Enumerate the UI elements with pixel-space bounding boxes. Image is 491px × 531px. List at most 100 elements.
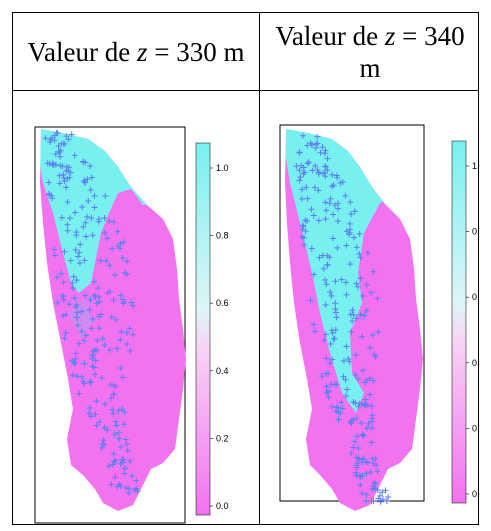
- sample-marker: [379, 489, 386, 496]
- sample-marker: [293, 163, 300, 170]
- sample-marker: [110, 218, 117, 225]
- sample-marker: [84, 176, 91, 183]
- sample-marker: [352, 469, 359, 476]
- sample-marker: [101, 341, 108, 348]
- sample-marker: [351, 208, 358, 215]
- colorbar-340: 1.0 0.8 0.6 0.4 0.2 0.0: [451, 140, 485, 504]
- sample-marker: [66, 215, 73, 222]
- sample-marker: [365, 420, 372, 427]
- sample-marker: [115, 429, 122, 436]
- sample-marker: [116, 245, 123, 252]
- sample-marker: [106, 218, 113, 225]
- colorbar-tick-label: 0.8: [472, 227, 480, 237]
- sample-marker: [370, 498, 377, 505]
- sample-marker: [123, 485, 130, 492]
- sample-marker: [93, 422, 100, 429]
- sample-marker: [91, 204, 98, 211]
- sample-marker: [109, 406, 116, 413]
- sample-marker: [382, 487, 389, 494]
- colorbar-tick-label: 1.0: [472, 161, 480, 171]
- sample-marker: [331, 381, 338, 388]
- sample-marker: [82, 292, 89, 299]
- sample-marker: [322, 301, 329, 308]
- sample-marker: [74, 373, 81, 380]
- sample-marker: [339, 179, 346, 186]
- sample-marker: [327, 340, 334, 347]
- sample-markers-330: [42, 130, 141, 496]
- sample-marker: [344, 386, 351, 393]
- sample-marker: [347, 261, 354, 268]
- sample-marker: [319, 144, 326, 151]
- sample-marker: [118, 328, 125, 335]
- colorbar-tick-label: 0.6: [472, 292, 480, 302]
- sample-marker: [56, 180, 63, 187]
- sample-marker: [108, 395, 115, 402]
- sample-marker: [297, 174, 304, 181]
- sample-marker: [321, 150, 328, 157]
- sample-marker: [322, 173, 329, 180]
- sample-marker: [302, 228, 309, 235]
- sample-marker: [123, 258, 130, 265]
- sample-marker: [95, 218, 102, 225]
- sample-marker: [124, 340, 131, 347]
- sample-marker: [42, 135, 49, 142]
- sample-marker: [100, 437, 107, 444]
- header-cell-340: Valeur de z = 340 m: [275, 21, 465, 83]
- sample-marker: [322, 331, 329, 338]
- sample-marker: [315, 217, 322, 224]
- sample-marker: [357, 254, 364, 261]
- sample-marker: [353, 454, 360, 461]
- sample-marker: [112, 316, 119, 323]
- sample-marker: [309, 167, 316, 174]
- sample-marker: [87, 296, 94, 303]
- sample-marker: [363, 470, 370, 477]
- sample-marker: [329, 235, 336, 242]
- sample-marker: [91, 192, 98, 199]
- sample-marker: [347, 311, 354, 318]
- sample-marker: [369, 332, 376, 339]
- sample-marker: [111, 271, 118, 278]
- sample-marker: [133, 477, 140, 484]
- sample-marker: [123, 329, 130, 336]
- sample-marker: [75, 322, 82, 329]
- sample-marker: [343, 228, 350, 235]
- sample-marker: [335, 404, 342, 411]
- sample-marker: [79, 204, 86, 211]
- sample-marker: [353, 280, 360, 287]
- sample-marker: [383, 498, 390, 505]
- sample-marker: [330, 211, 337, 218]
- sample-marker: [59, 312, 66, 319]
- sample-marker: [300, 223, 307, 230]
- sample-marker: [322, 147, 329, 154]
- colorbar-tick-label: 0.8: [216, 231, 229, 241]
- sample-marker: [73, 277, 80, 284]
- sample-marker: [82, 219, 89, 226]
- sample-marker: [348, 211, 355, 218]
- sample-marker: [374, 295, 381, 302]
- sample-marker: [327, 289, 334, 296]
- sample-marker: [368, 439, 375, 446]
- sample-marker: [110, 297, 117, 304]
- sample-marker: [69, 372, 76, 379]
- sample-marker: [323, 370, 330, 377]
- sample-marker: [88, 413, 95, 420]
- sample-marker: [338, 399, 345, 406]
- sample-marker: [71, 294, 78, 301]
- sample-marker: [357, 311, 364, 318]
- sample-marker: [81, 380, 88, 387]
- sample-marker: [116, 435, 123, 442]
- sample-marker: [323, 281, 330, 288]
- map-region-high: [285, 129, 408, 413]
- colorbar-tick-label: 0.2: [472, 423, 480, 433]
- sample-marker: [46, 191, 53, 198]
- sample-marker: [326, 200, 333, 207]
- sample-marker: [70, 273, 77, 280]
- sample-marker: [54, 299, 61, 306]
- colorbar-330: 1.0 0.8 0.6 0.4 0.2 0.0: [195, 142, 229, 516]
- sample-marker: [324, 155, 331, 162]
- sample-marker: [49, 195, 56, 202]
- sample-marker: [370, 460, 377, 467]
- sample-marker: [110, 410, 117, 417]
- table-header-row: Valeur de z = 330 m Valeur de z = 340 m: [13, 13, 478, 91]
- sample-marker: [307, 297, 314, 304]
